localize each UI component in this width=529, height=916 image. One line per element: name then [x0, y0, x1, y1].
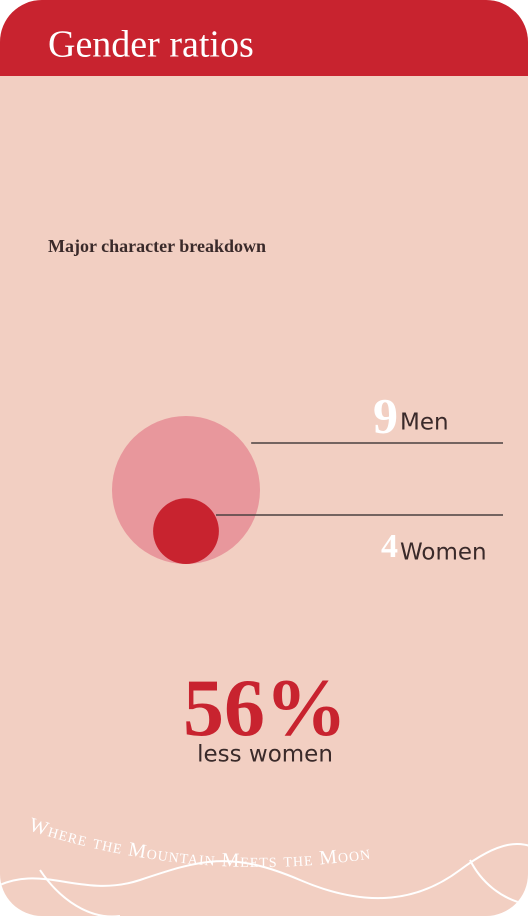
category-label: Men — [400, 410, 449, 436]
footer-wave — [39, 869, 121, 916]
annotation-value: 56% — [183, 662, 347, 753]
value-label: 4 — [381, 528, 398, 565]
chart-subtitle: Major character breakdown — [48, 236, 266, 256]
bubble — [153, 498, 219, 564]
chart-title: Gender ratios — [48, 24, 254, 66]
category-label: Women — [400, 540, 487, 566]
bubble — [112, 416, 260, 564]
annotation-label: less women — [197, 742, 333, 768]
value-label: 9 — [373, 388, 398, 444]
header-band — [0, 0, 528, 76]
